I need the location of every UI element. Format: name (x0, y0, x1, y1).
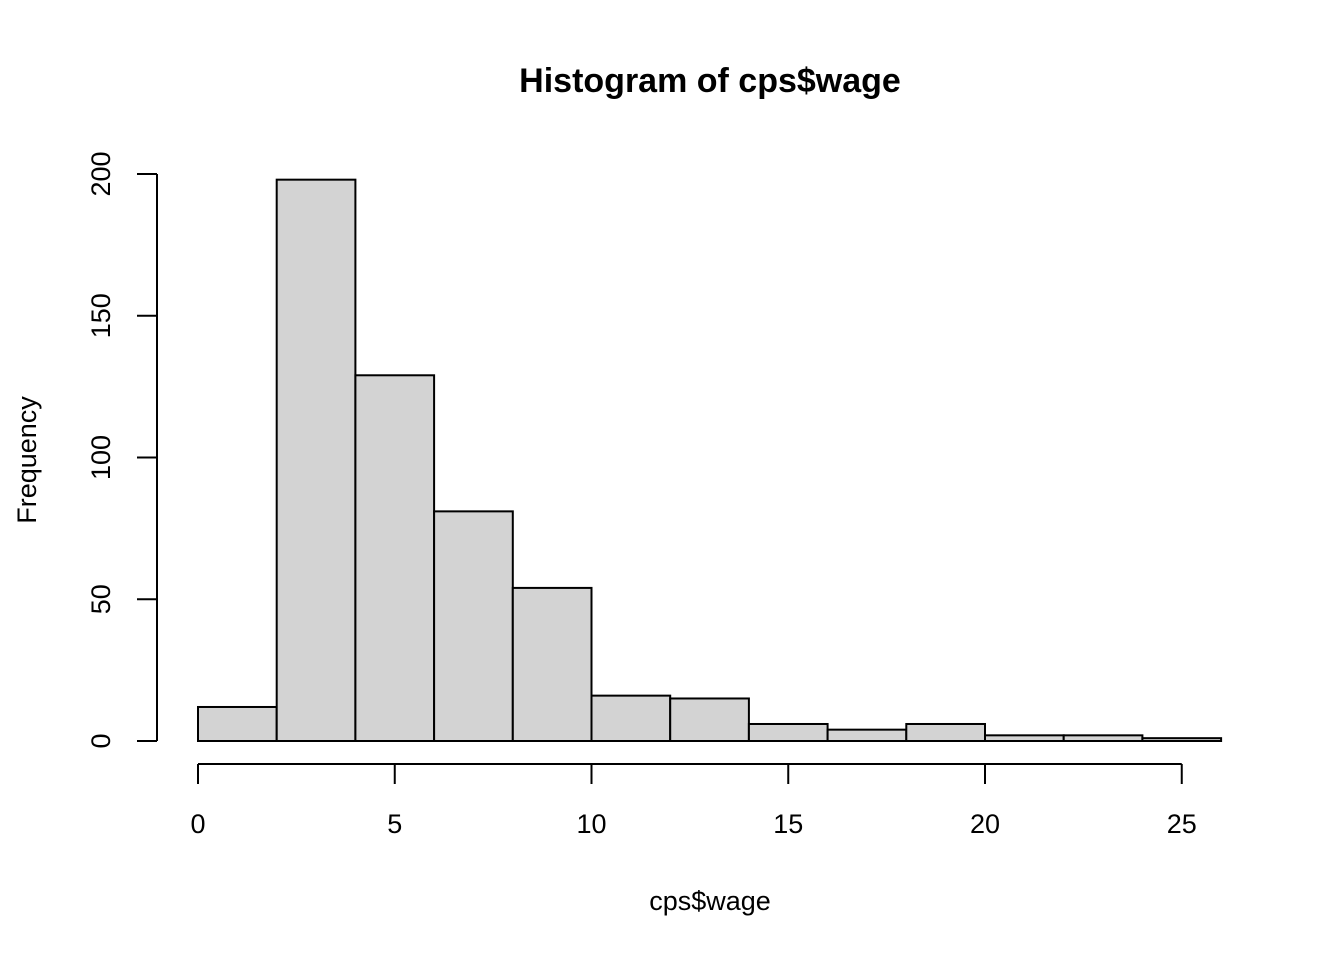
histogram-bar-4 (511, 586, 593, 742)
histogram-bar-2 (354, 374, 436, 742)
x-tick-label-20: 20 (970, 809, 1000, 839)
histogram-bar-9 (905, 722, 986, 742)
x-axis: 0 5 10 15 20 25 (190, 763, 1197, 839)
histogram-bar-5 (590, 694, 672, 743)
histogram-bar-12 (1141, 737, 1223, 742)
histogram-bar-6 (669, 697, 750, 742)
histogram-bar-3 (433, 510, 514, 742)
y-axis-label: Frequency (12, 396, 42, 524)
x-tick-label-10: 10 (576, 809, 606, 839)
histogram-bar-0 (197, 705, 278, 742)
x-tick-label-5: 5 (387, 809, 402, 839)
x-axis-label: cps$wage (649, 886, 771, 916)
y-tick-label-0: 0 (86, 733, 116, 748)
y-tick-label-200: 200 (86, 151, 116, 196)
x-tick-label-0: 0 (190, 809, 205, 839)
histogram-bar-10 (984, 734, 1065, 743)
histogram-bar-11 (1062, 734, 1144, 743)
y-axis: 0 50 100 150 200 (86, 151, 158, 749)
y-tick-label-50: 50 (86, 584, 116, 614)
y-tick-label-150: 150 (86, 293, 116, 338)
bars-group (197, 178, 1223, 743)
histogram-bar-8 (826, 728, 908, 742)
histogram-bar-7 (747, 722, 829, 742)
x-tick-label-15: 15 (773, 809, 803, 839)
y-tick-label-100: 100 (86, 435, 116, 480)
x-tick-label-25: 25 (1167, 809, 1197, 839)
chart-title: Histogram of cps$wage (519, 62, 901, 100)
histogram-bar-1 (275, 178, 357, 743)
